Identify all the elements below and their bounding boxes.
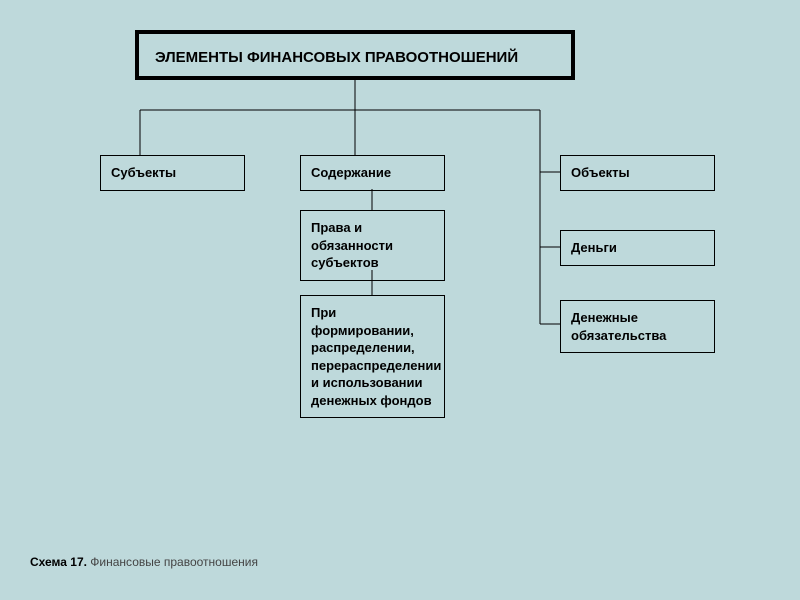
node-obligations: Денежные обязательства: [560, 300, 715, 353]
node-objects: Объекты: [560, 155, 715, 191]
diagram-title-box: ЭЛЕМЕНТЫ ФИНАНСОВЫХ ПРАВООТНОШЕНИЙ: [135, 30, 575, 80]
caption-prefix: Схема 17.: [30, 555, 87, 569]
node-rights: Права и обязанности субъектов: [300, 210, 445, 281]
caption-text: Финансовые правоотношения: [87, 555, 258, 569]
diagram-caption: Схема 17. Финансовые правоотношения: [30, 555, 258, 569]
node-formation: При формировании, распределении, перерас…: [300, 295, 445, 418]
node-money: Деньги: [560, 230, 715, 266]
node-content: Содержание: [300, 155, 445, 191]
node-subjects: Субъекты: [100, 155, 245, 191]
